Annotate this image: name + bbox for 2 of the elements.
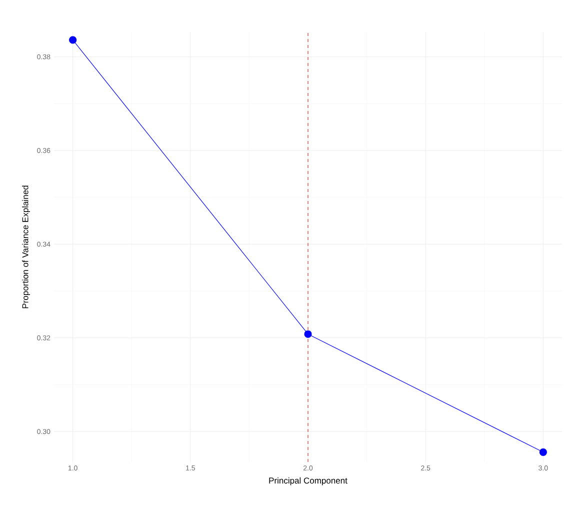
x-axis-title: Principal Component [269, 477, 348, 486]
y-axis-title: Proportion of Variance Explained [22, 186, 30, 308]
